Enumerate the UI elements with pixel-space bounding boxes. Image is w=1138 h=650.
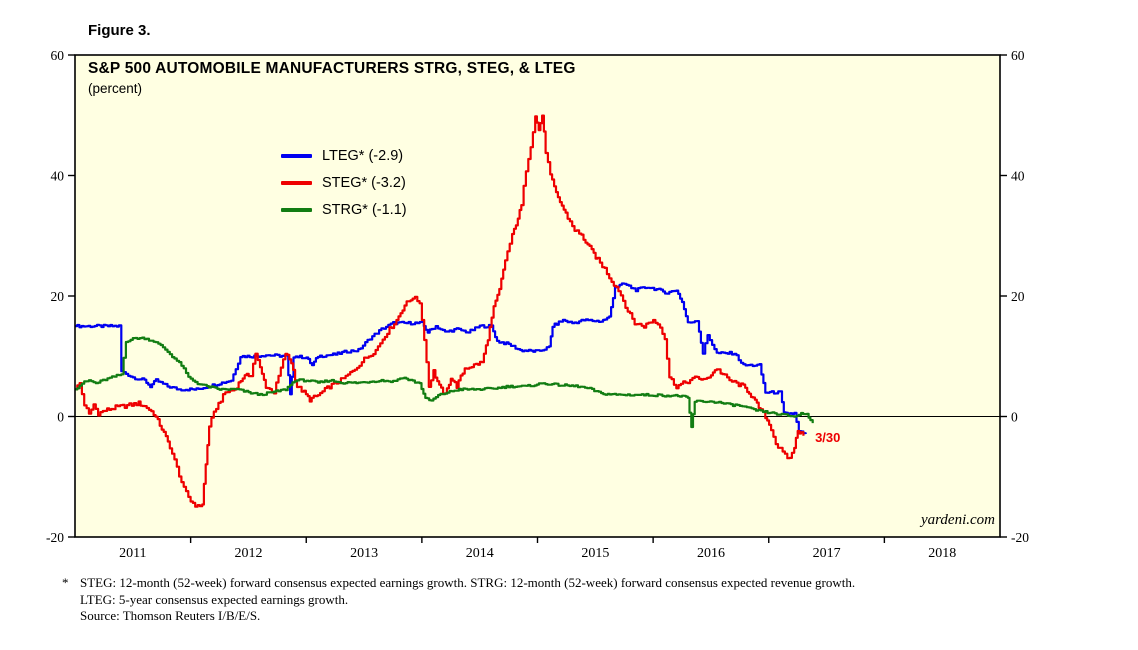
footnote-line-2: LTEG: 5-year consensus expected earnings… [80, 591, 349, 607]
svg-text:2016: 2016 [697, 546, 725, 561]
footnote-line-3: Source: Thomson Reuters I/B/E/S. [80, 608, 261, 623]
legend-item-strg: STRG* (-1.1) [281, 196, 407, 223]
latest-date-annotation: 3/30 [815, 430, 841, 446]
footnote-asterisk: * [62, 575, 69, 590]
svg-text:2012: 2012 [234, 546, 262, 561]
svg-text:20: 20 [1011, 289, 1025, 304]
svg-text:60: 60 [51, 48, 65, 63]
chart-subtitle: (percent) [88, 81, 143, 96]
svg-text:-20: -20 [1011, 530, 1029, 545]
legend-item-lteg: LTEG* (-2.9) [281, 142, 407, 169]
svg-text:60: 60 [1011, 48, 1025, 63]
steg-line-swatch-icon [281, 180, 312, 185]
svg-text:20: 20 [51, 289, 65, 304]
yardeni-watermark: yardeni.com [920, 512, 995, 528]
footnote: * STEG: 12-month (52-week) forward conse… [62, 575, 855, 625]
footnote-lines: STEG: 12-month (52-week) forward consens… [80, 575, 855, 625]
figure-number: Figure 3. [88, 22, 151, 39]
svg-text:2011: 2011 [119, 546, 146, 561]
legend-label-lteg: LTEG* (-2.9) [322, 147, 404, 164]
svg-text:40: 40 [1011, 169, 1025, 184]
svg-text:2018: 2018 [928, 546, 956, 561]
strg-line-swatch-icon [281, 207, 312, 212]
svg-text:0: 0 [57, 410, 64, 425]
svg-text:40: 40 [51, 169, 65, 184]
svg-text:2017: 2017 [813, 546, 841, 561]
legend-label-steg: STEG* (-3.2) [322, 174, 406, 191]
legend-item-steg: STEG* (-3.2) [281, 169, 407, 196]
lteg-line-swatch-icon [281, 153, 312, 158]
svg-text:-20: -20 [46, 530, 64, 545]
chart-title: S&P 500 AUTOMOBILE MANUFACTURERS STRG, S… [88, 60, 576, 77]
legend-label-strg: STRG* (-1.1) [322, 201, 407, 218]
svg-text:2013: 2013 [350, 546, 378, 561]
footnote-line-1: STEG: 12-month (52-week) forward consens… [80, 575, 856, 590]
svg-text:2014: 2014 [466, 546, 494, 561]
svg-text:2015: 2015 [581, 546, 609, 561]
chart-legend: LTEG* (-2.9) STEG* (-3.2) STRG* (-1.1) [281, 142, 407, 223]
svg-text:0: 0 [1011, 410, 1018, 425]
